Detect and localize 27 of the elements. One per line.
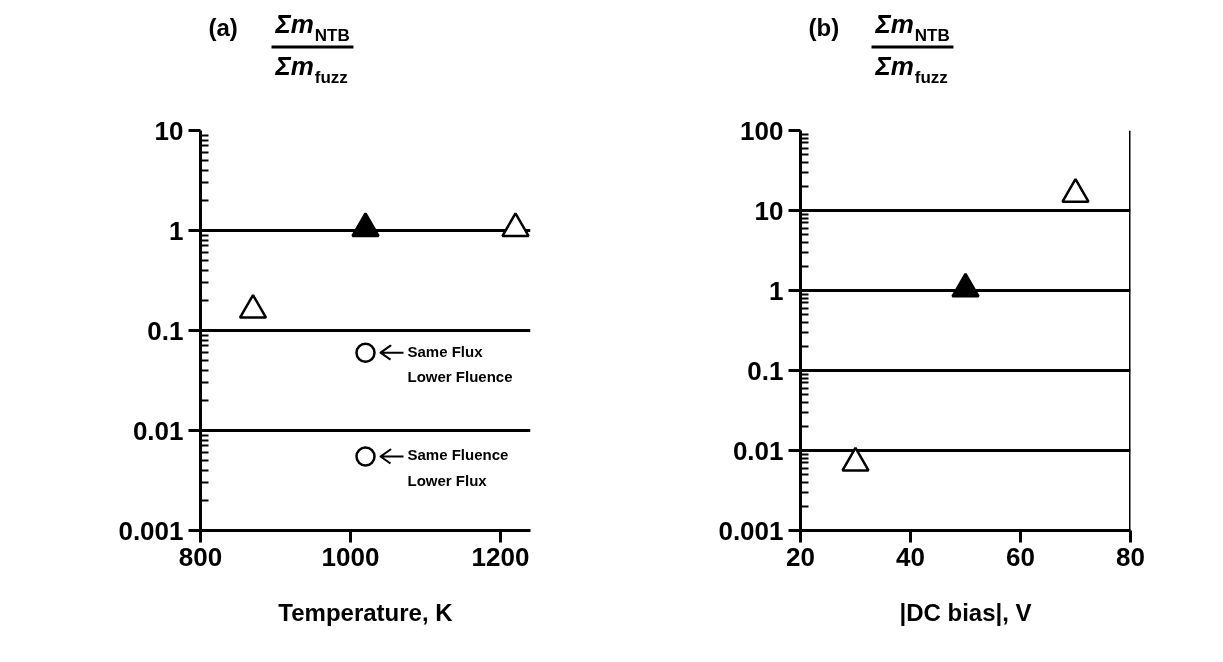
annotation: Same Fluence Lower Flux — [407, 446, 509, 489]
x-tick-label: 80 — [1116, 541, 1145, 572]
x-tick-label: 1000 — [321, 541, 380, 572]
y-tick-label: 10 — [154, 115, 184, 146]
x-tick-label: 1200 — [471, 541, 530, 572]
y-tick-label: 0.01 — [132, 415, 184, 446]
x-tick-label: 40 — [896, 541, 925, 572]
chart-title: (a) — [208, 13, 238, 41]
y-tick-label: 0.1 — [147, 315, 184, 346]
y-tick-label: 10 — [754, 195, 784, 226]
y-tick-label: 0.01 — [732, 435, 784, 466]
point — [355, 342, 376, 363]
x-tick-label: 20 — [786, 541, 815, 572]
y-tick-label: 0.001 — [718, 515, 784, 546]
chart-title: (b) — [808, 13, 840, 41]
x-axis-title: |DC bias|, V — [899, 598, 1032, 626]
point — [355, 446, 376, 467]
annotation: Same Flux Lower Fluence — [407, 342, 513, 386]
y-tick-label: 0.1 — [747, 355, 784, 386]
y-tick-label: 100 — [740, 115, 784, 146]
point — [238, 293, 268, 319]
y-tick-label: 1 — [169, 215, 184, 246]
y-tick-label: 1 — [769, 275, 784, 306]
x-axis-title: Temperature, K — [278, 598, 454, 626]
point — [501, 212, 530, 238]
point — [351, 212, 380, 238]
x-tick-label: 60 — [1006, 541, 1035, 572]
